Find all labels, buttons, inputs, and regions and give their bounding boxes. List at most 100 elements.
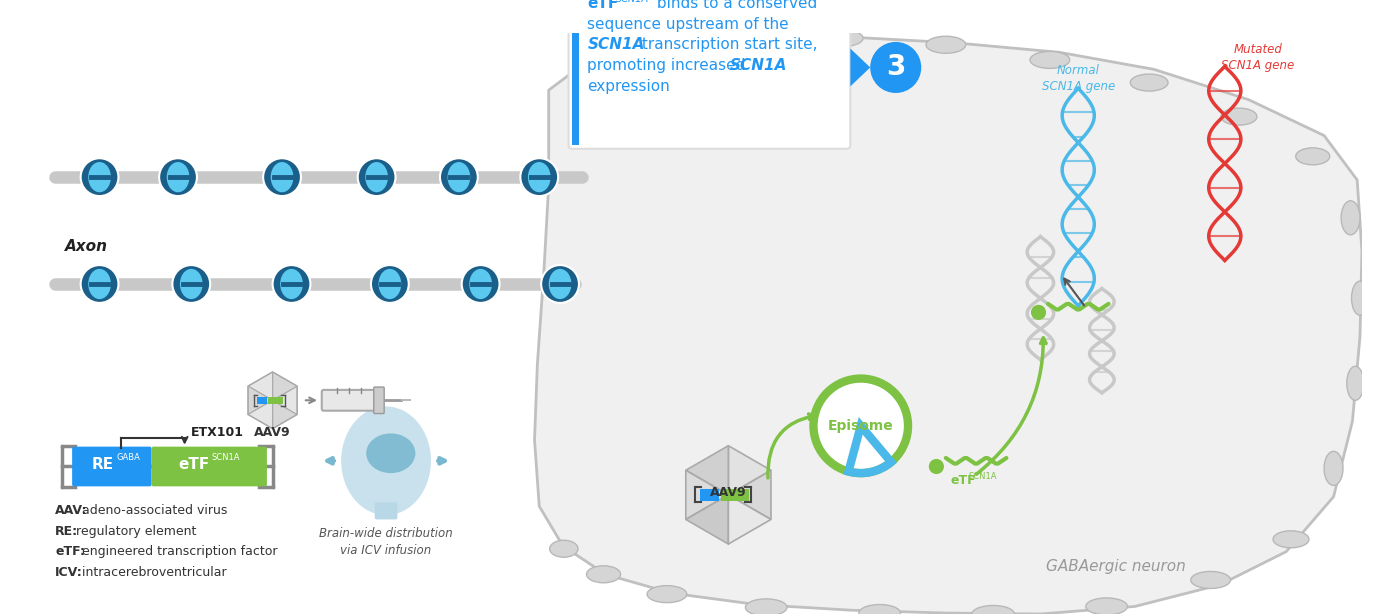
Ellipse shape bbox=[448, 162, 470, 192]
Text: promoting increased: promoting increased bbox=[588, 58, 750, 73]
Text: RE: RE bbox=[91, 457, 113, 472]
FancyBboxPatch shape bbox=[721, 489, 749, 500]
Text: intracerebroventricular: intracerebroventricular bbox=[78, 566, 227, 579]
FancyBboxPatch shape bbox=[375, 502, 398, 519]
Text: SCN1A: SCN1A bbox=[588, 37, 645, 52]
Ellipse shape bbox=[717, 29, 759, 45]
Ellipse shape bbox=[521, 158, 559, 196]
Ellipse shape bbox=[462, 265, 500, 303]
FancyBboxPatch shape bbox=[568, 0, 850, 149]
Polygon shape bbox=[850, 49, 871, 87]
Text: eTF: eTF bbox=[951, 473, 976, 486]
FancyBboxPatch shape bbox=[700, 489, 720, 500]
Ellipse shape bbox=[972, 605, 1015, 614]
Ellipse shape bbox=[469, 269, 491, 299]
Ellipse shape bbox=[160, 158, 197, 196]
Ellipse shape bbox=[613, 33, 655, 52]
Text: ETX101: ETX101 bbox=[192, 426, 244, 439]
Ellipse shape bbox=[1296, 148, 1330, 165]
Ellipse shape bbox=[1191, 572, 1231, 588]
FancyBboxPatch shape bbox=[151, 446, 267, 486]
Ellipse shape bbox=[858, 605, 900, 614]
Polygon shape bbox=[248, 372, 273, 400]
Ellipse shape bbox=[378, 269, 402, 299]
Text: expression: expression bbox=[588, 79, 671, 94]
Text: Axon: Axon bbox=[64, 239, 108, 254]
Text: RE:: RE: bbox=[55, 524, 78, 538]
Text: SCN1A: SCN1A bbox=[616, 0, 650, 4]
FancyBboxPatch shape bbox=[258, 397, 267, 404]
Ellipse shape bbox=[550, 540, 578, 558]
Ellipse shape bbox=[1324, 451, 1343, 486]
Ellipse shape bbox=[528, 162, 550, 192]
Text: AAV9: AAV9 bbox=[255, 426, 291, 439]
Ellipse shape bbox=[172, 265, 210, 303]
Text: sequence upstream of the: sequence upstream of the bbox=[588, 17, 790, 32]
Ellipse shape bbox=[280, 269, 302, 299]
Ellipse shape bbox=[88, 269, 111, 299]
Text: SCN1A: SCN1A bbox=[211, 453, 239, 462]
Text: Brain-wide distribution
via ICV infusion: Brain-wide distribution via ICV infusion bbox=[319, 527, 454, 557]
Text: adeno-associated virus: adeno-associated virus bbox=[78, 503, 227, 517]
FancyBboxPatch shape bbox=[322, 390, 381, 411]
Ellipse shape bbox=[181, 269, 203, 299]
Ellipse shape bbox=[167, 162, 189, 192]
Polygon shape bbox=[273, 386, 297, 414]
Ellipse shape bbox=[925, 36, 966, 53]
Ellipse shape bbox=[1130, 74, 1168, 91]
FancyBboxPatch shape bbox=[73, 446, 151, 486]
Ellipse shape bbox=[263, 158, 301, 196]
Ellipse shape bbox=[1341, 201, 1359, 235]
Ellipse shape bbox=[273, 265, 311, 303]
Polygon shape bbox=[273, 400, 297, 429]
Ellipse shape bbox=[1030, 52, 1070, 68]
Circle shape bbox=[928, 459, 944, 474]
Ellipse shape bbox=[357, 158, 396, 196]
Ellipse shape bbox=[440, 158, 477, 196]
FancyBboxPatch shape bbox=[374, 387, 384, 414]
Ellipse shape bbox=[820, 29, 864, 47]
Text: AAV9: AAV9 bbox=[710, 486, 746, 499]
Ellipse shape bbox=[1273, 530, 1309, 548]
Text: 3: 3 bbox=[886, 53, 906, 82]
Text: AAV:: AAV: bbox=[55, 503, 88, 517]
Text: ICV:: ICV: bbox=[55, 566, 83, 579]
Polygon shape bbox=[248, 386, 273, 414]
Ellipse shape bbox=[1221, 108, 1257, 125]
Text: Mutated
SCN1A gene: Mutated SCN1A gene bbox=[1221, 43, 1295, 72]
Ellipse shape bbox=[371, 265, 409, 303]
Polygon shape bbox=[535, 35, 1362, 614]
Text: SCN1A: SCN1A bbox=[969, 472, 997, 481]
Circle shape bbox=[813, 379, 909, 473]
Text: Episome: Episome bbox=[827, 419, 893, 433]
Text: regulatory element: regulatory element bbox=[73, 524, 196, 538]
Polygon shape bbox=[728, 495, 771, 544]
Text: Normal
SCN1A gene: Normal SCN1A gene bbox=[1042, 64, 1114, 93]
Ellipse shape bbox=[1347, 367, 1364, 400]
Ellipse shape bbox=[1351, 281, 1369, 315]
Ellipse shape bbox=[367, 433, 416, 473]
Text: SCN1A: SCN1A bbox=[729, 58, 787, 73]
Text: binds to a conserved: binds to a conserved bbox=[652, 0, 818, 11]
Ellipse shape bbox=[88, 162, 111, 192]
Ellipse shape bbox=[342, 406, 431, 515]
Polygon shape bbox=[686, 446, 728, 495]
Ellipse shape bbox=[587, 565, 620, 583]
Polygon shape bbox=[728, 446, 771, 495]
Circle shape bbox=[871, 42, 921, 93]
Ellipse shape bbox=[81, 158, 119, 196]
FancyBboxPatch shape bbox=[402, 399, 410, 401]
Text: eTF: eTF bbox=[588, 0, 619, 11]
Ellipse shape bbox=[542, 265, 580, 303]
Ellipse shape bbox=[81, 265, 119, 303]
Polygon shape bbox=[686, 470, 728, 519]
Polygon shape bbox=[728, 470, 771, 519]
Ellipse shape bbox=[549, 269, 571, 299]
Text: GABA: GABA bbox=[116, 453, 140, 462]
Ellipse shape bbox=[365, 162, 388, 192]
FancyBboxPatch shape bbox=[267, 397, 283, 404]
Text: transcription start site,: transcription start site, bbox=[637, 37, 818, 52]
Text: eTF: eTF bbox=[178, 457, 210, 472]
Ellipse shape bbox=[270, 162, 294, 192]
Text: engineered transcription factor: engineered transcription factor bbox=[78, 545, 277, 558]
